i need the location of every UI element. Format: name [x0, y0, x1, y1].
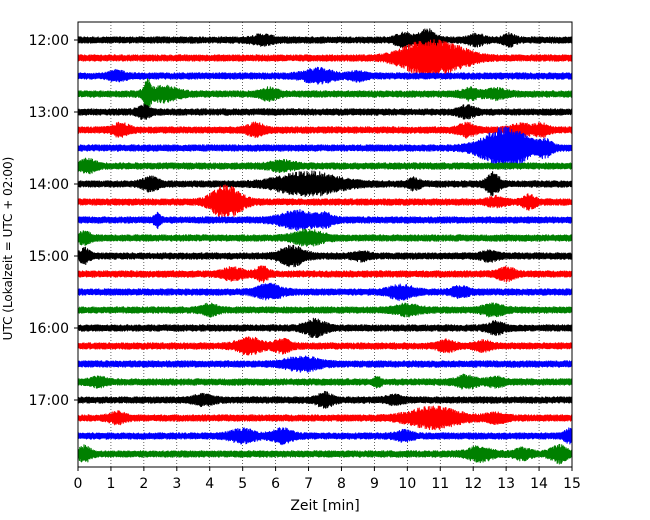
x-axis-ticks: 0 1 2 3 4 5 6 7 8 9 10 11 12 13 14 15	[74, 467, 581, 492]
x-axis-label: Zeit [min]	[290, 498, 359, 514]
seismic-trace	[77, 265, 573, 283]
seismic-trace	[77, 355, 573, 373]
y-tick-label: 14:00	[29, 177, 69, 193]
x-tick-label: 8	[337, 476, 346, 492]
seismic-trace	[77, 121, 573, 139]
y-tick-label: 17:00	[29, 393, 69, 409]
seismic-trace	[77, 170, 573, 198]
y-tick-label: 13:00	[29, 105, 69, 121]
x-tick-label: 7	[304, 476, 313, 492]
x-tick-label: 11	[431, 476, 449, 492]
x-tick-label: 1	[106, 476, 115, 492]
seismic-trace	[77, 317, 573, 339]
y-axis-label: UTC (Lokalzeit = UTC + 02:00)	[1, 157, 15, 341]
x-tick-label: 14	[530, 476, 548, 492]
seismic-trace	[77, 103, 573, 120]
x-tick-label: 2	[139, 476, 148, 492]
seismic-traces	[77, 28, 573, 465]
seismic-trace	[77, 390, 573, 409]
x-tick-label: 12	[464, 476, 482, 492]
seismic-trace	[77, 244, 573, 268]
seismic-trace	[77, 282, 573, 302]
y-tick-label: 12:00	[29, 33, 69, 49]
plot-frame	[77, 21, 573, 468]
seismic-trace	[77, 184, 573, 219]
seismic-trace	[77, 66, 573, 85]
seismic-trace	[77, 78, 573, 110]
seismic-trace	[77, 443, 573, 465]
seismic-trace	[77, 228, 573, 247]
seismic-trace	[77, 373, 573, 390]
x-tick-label: 5	[238, 476, 247, 492]
x-tick-label: 13	[497, 476, 515, 492]
seismic-trace	[77, 126, 573, 170]
seismic-trace	[77, 39, 573, 78]
x-tick-label: 15	[563, 476, 581, 492]
seismic-trace	[77, 157, 573, 175]
seismic-trace	[77, 208, 573, 232]
x-tick-label: 0	[74, 476, 83, 492]
seismic-trace	[77, 302, 573, 318]
y-tick-label: 15:00	[29, 249, 69, 265]
x-tick-label: 10	[398, 476, 416, 492]
seismic-trace	[77, 405, 573, 431]
x-tick-label: 9	[370, 476, 379, 492]
seismic-trace	[77, 427, 573, 446]
y-axis-ticks: 12:00 13:00 14:00 15:00 16:00 17:00	[29, 33, 78, 409]
x-tick-label: 4	[205, 476, 214, 492]
seismic-trace	[77, 28, 573, 53]
x-tick-label: 6	[271, 476, 280, 492]
seismic-trace	[77, 336, 573, 356]
y-tick-label: 16:00	[29, 321, 69, 337]
x-tick-label: 3	[172, 476, 181, 492]
